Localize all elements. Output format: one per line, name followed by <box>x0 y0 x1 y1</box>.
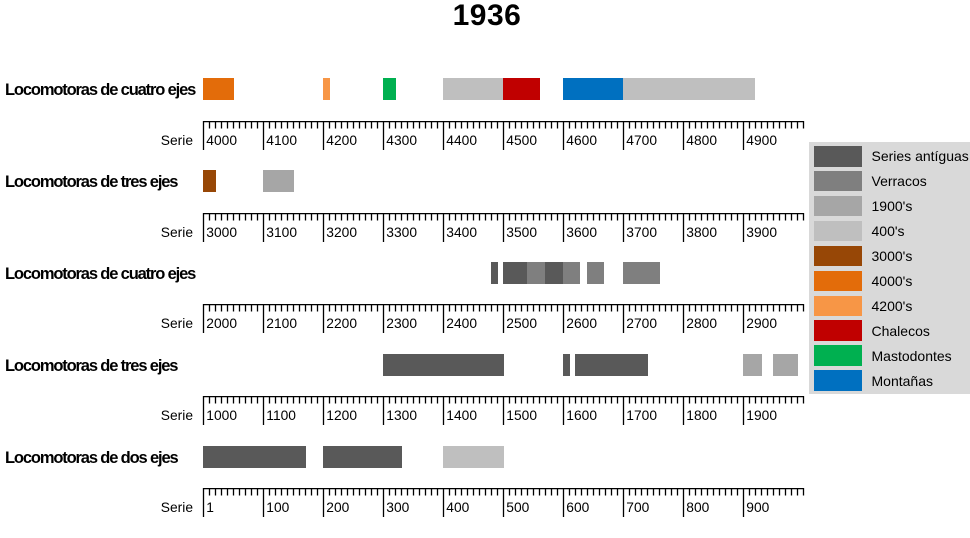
svg-text:400: 400 <box>446 500 469 515</box>
svg-text:900: 900 <box>746 500 769 515</box>
svg-text:800: 800 <box>686 500 709 515</box>
svg-text:Serie: Serie <box>161 408 194 423</box>
svg-text:4400: 4400 <box>446 132 477 147</box>
svg-text:2200: 2200 <box>326 316 357 331</box>
svg-text:600: 600 <box>566 500 589 515</box>
svg-text:4200: 4200 <box>326 132 357 147</box>
svg-text:3200: 3200 <box>326 224 357 239</box>
svg-text:1200: 1200 <box>326 408 357 423</box>
svg-text:4700: 4700 <box>626 132 657 147</box>
svg-text:3300: 3300 <box>386 224 417 239</box>
svg-text:3000: 3000 <box>206 224 237 239</box>
svg-text:300: 300 <box>386 500 409 515</box>
svg-text:4300: 4300 <box>386 132 417 147</box>
svg-text:1800: 1800 <box>686 408 717 423</box>
svg-text:3900: 3900 <box>746 224 777 239</box>
svg-text:4000: 4000 <box>206 132 237 147</box>
svg-text:3100: 3100 <box>266 224 297 239</box>
svg-text:2300: 2300 <box>386 316 417 331</box>
svg-text:Serie: Serie <box>161 500 194 515</box>
svg-text:1300: 1300 <box>386 408 417 423</box>
svg-text:2100: 2100 <box>266 316 297 331</box>
svg-text:1600: 1600 <box>566 408 597 423</box>
svg-text:4600: 4600 <box>566 132 597 147</box>
svg-text:2000: 2000 <box>206 316 237 331</box>
svg-text:2600: 2600 <box>566 316 597 331</box>
svg-text:1500: 1500 <box>506 408 537 423</box>
svg-text:4100: 4100 <box>266 132 297 147</box>
svg-text:1100: 1100 <box>266 408 296 423</box>
svg-text:100: 100 <box>266 500 289 515</box>
svg-text:3600: 3600 <box>566 224 597 239</box>
svg-text:2500: 2500 <box>506 316 537 331</box>
svg-text:3700: 3700 <box>626 224 657 239</box>
svg-text:1900: 1900 <box>746 408 777 423</box>
svg-text:700: 700 <box>626 500 649 515</box>
svg-text:4900: 4900 <box>746 132 777 147</box>
svg-text:Serie: Serie <box>161 316 194 331</box>
svg-text:1000: 1000 <box>206 408 237 423</box>
svg-text:Serie: Serie <box>161 132 194 147</box>
svg-text:4800: 4800 <box>686 132 717 147</box>
svg-text:2800: 2800 <box>686 316 717 331</box>
svg-text:1: 1 <box>206 500 214 515</box>
svg-text:3500: 3500 <box>506 224 537 239</box>
svg-text:500: 500 <box>506 500 529 515</box>
svg-text:1700: 1700 <box>626 408 657 423</box>
svg-text:2900: 2900 <box>746 316 777 331</box>
svg-text:Serie: Serie <box>161 224 194 239</box>
svg-text:1400: 1400 <box>446 408 477 423</box>
svg-text:3800: 3800 <box>686 224 717 239</box>
svg-text:4500: 4500 <box>506 132 537 147</box>
svg-text:3400: 3400 <box>446 224 477 239</box>
svg-text:2700: 2700 <box>626 316 657 331</box>
svg-text:2400: 2400 <box>446 316 477 331</box>
svg-text:200: 200 <box>326 500 349 515</box>
